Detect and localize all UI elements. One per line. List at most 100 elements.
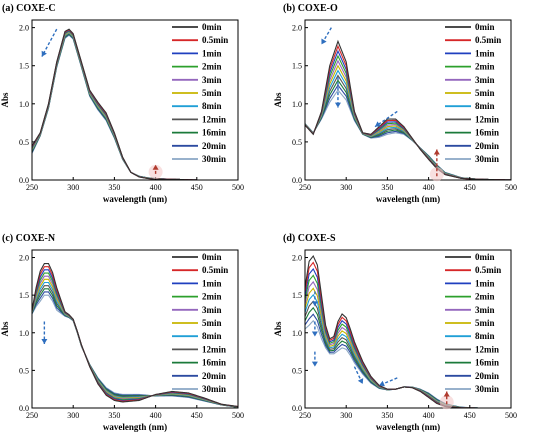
- trend-arrow-decrease: [41, 321, 48, 345]
- legend-label-12min: 12min: [475, 114, 499, 124]
- x-tick-label: 250: [26, 411, 38, 420]
- y-tick-label: 0.5: [292, 138, 302, 147]
- legend-label-1min: 1min: [202, 278, 222, 288]
- plot-frame: [31, 249, 239, 409]
- legend-label-0.5min: 0.5min: [202, 35, 228, 45]
- panel-title: (c) COXE-N: [2, 233, 56, 244]
- panel-coxe-n: (c) COXE-N 250 300 350 400 450 500 0.0 0.5 1.0 1.5…: [0, 233, 244, 432]
- legend-label-5min: 5min: [202, 88, 222, 98]
- legend-label-30min: 30min: [475, 154, 499, 164]
- legend-label-16min: 16min: [475, 128, 499, 138]
- legend-label-3min: 3min: [475, 305, 495, 315]
- x-axis-label: wavelength (nm): [376, 422, 440, 432]
- trend-arrow-decrease: [41, 28, 58, 57]
- spectra-group: [305, 39, 511, 180]
- y-tick-label: 2.0: [19, 24, 29, 33]
- x-tick-label: 400: [150, 411, 162, 420]
- y-tick-label: 0.0: [292, 404, 302, 413]
- x-axis-label: wavelength (nm): [376, 194, 440, 204]
- x-tick-label: 450: [464, 411, 476, 420]
- legend: 0min 0.5min 1min 2min 3min 5min 8min 12min 16min…: [445, 22, 501, 164]
- plot-frame: [304, 19, 512, 181]
- legend-label-12min: 12min: [202, 114, 226, 124]
- y-tick-label: 1.5: [19, 62, 29, 71]
- y-tick-label: 2.0: [292, 24, 302, 33]
- series-line-0min: [305, 254, 511, 408]
- legend-label-12min: 12min: [475, 344, 499, 354]
- legend-label-20min: 20min: [202, 371, 226, 381]
- x-tick-label: 300: [340, 183, 352, 192]
- y-tick-label: 2.0: [19, 254, 29, 263]
- legend-label-3min: 3min: [202, 75, 222, 85]
- y-tick-label: 2.0: [292, 254, 302, 263]
- x-tick-label: 400: [150, 183, 162, 192]
- legend: 0min 0.5min 1min 2min 3min 5min 8min 12min 16min…: [172, 22, 228, 164]
- plot-frame: [304, 249, 512, 409]
- panel-title: (d) COXE-S: [283, 233, 336, 244]
- y-tick-label: 0.5: [292, 366, 302, 375]
- y-tick-label: 1.0: [292, 329, 302, 338]
- trend-arrow-decrease: [334, 77, 341, 108]
- x-tick-label: 350: [381, 183, 393, 192]
- panel-title: (b) COXE-O: [283, 3, 338, 14]
- spectra-group: [32, 28, 238, 180]
- legend-label-30min: 30min: [202, 154, 226, 164]
- legend-label-0.5min: 0.5min: [475, 265, 501, 275]
- series-line-0min: [305, 39, 511, 180]
- y-axis-label: Abs: [0, 321, 10, 337]
- y-tick-label: 0.0: [19, 404, 29, 413]
- x-tick-label: 500: [505, 183, 517, 192]
- legend-label-20min: 20min: [475, 141, 499, 151]
- x-tick-label: 350: [381, 411, 393, 420]
- legend: 0min 0.5min 1min 2min 3min 5min 8min 12min 16min…: [445, 252, 501, 394]
- y-tick-label: 1.5: [292, 62, 302, 71]
- x-tick-label: 400: [423, 183, 435, 192]
- trend-arrow-increase: [439, 391, 454, 410]
- y-axis-label: Abs: [273, 92, 283, 108]
- y-tick-label: 1.5: [292, 291, 302, 300]
- y-tick-label: 1.5: [19, 291, 29, 300]
- y-axis-label: Abs: [273, 321, 283, 337]
- x-tick-label: 500: [232, 183, 244, 192]
- legend-label-2min: 2min: [475, 62, 495, 72]
- x-tick-label: 250: [299, 411, 311, 420]
- legend-label-5min: 5min: [475, 88, 495, 98]
- x-tick-label: 500: [232, 411, 244, 420]
- y-tick-label: 0.5: [19, 138, 29, 147]
- y-axis-label: Abs: [0, 92, 10, 108]
- trend-arrow-decrease: [311, 351, 318, 367]
- trend-arrow-increase: [429, 149, 444, 182]
- legend-label-2min: 2min: [202, 292, 222, 302]
- x-axis-label: wavelength (nm): [103, 422, 167, 432]
- legend-label-1min: 1min: [202, 48, 222, 58]
- trend-arrow-decrease: [320, 27, 332, 45]
- legend-label-16min: 16min: [475, 358, 499, 368]
- trend-arrow-decrease: [311, 291, 318, 307]
- legend-label-3min: 3min: [202, 305, 222, 315]
- legend-label-30min: 30min: [202, 384, 226, 394]
- x-tick-label: 450: [191, 183, 203, 192]
- x-tick-label: 350: [108, 411, 120, 420]
- trend-arrow-decrease: [353, 366, 364, 385]
- legend-label-1min: 1min: [475, 48, 495, 58]
- x-tick-label: 300: [67, 183, 79, 192]
- spectra-group: [32, 262, 238, 408]
- y-tick-label: 1.0: [19, 329, 29, 338]
- legend-label-30min: 30min: [475, 384, 499, 394]
- x-tick-label: 250: [26, 183, 38, 192]
- legend-label-0.5min: 0.5min: [202, 265, 228, 275]
- legend-label-8min: 8min: [202, 331, 222, 341]
- legend-label-12min: 12min: [202, 344, 226, 354]
- legend-label-2min: 2min: [202, 62, 222, 72]
- legend-label-0min: 0min: [202, 252, 222, 262]
- legend-label-16min: 16min: [202, 128, 226, 138]
- trend-arrow-decrease: [311, 321, 318, 337]
- legend-label-20min: 20min: [202, 141, 226, 151]
- x-tick-label: 250: [299, 183, 311, 192]
- legend-label-20min: 20min: [475, 371, 499, 381]
- trend-arrow-decrease: [378, 377, 398, 387]
- legend-label-8min: 8min: [475, 331, 495, 341]
- trend-arrow-decrease: [374, 110, 398, 128]
- series-line-0min: [32, 28, 238, 180]
- x-tick-label: 300: [67, 411, 79, 420]
